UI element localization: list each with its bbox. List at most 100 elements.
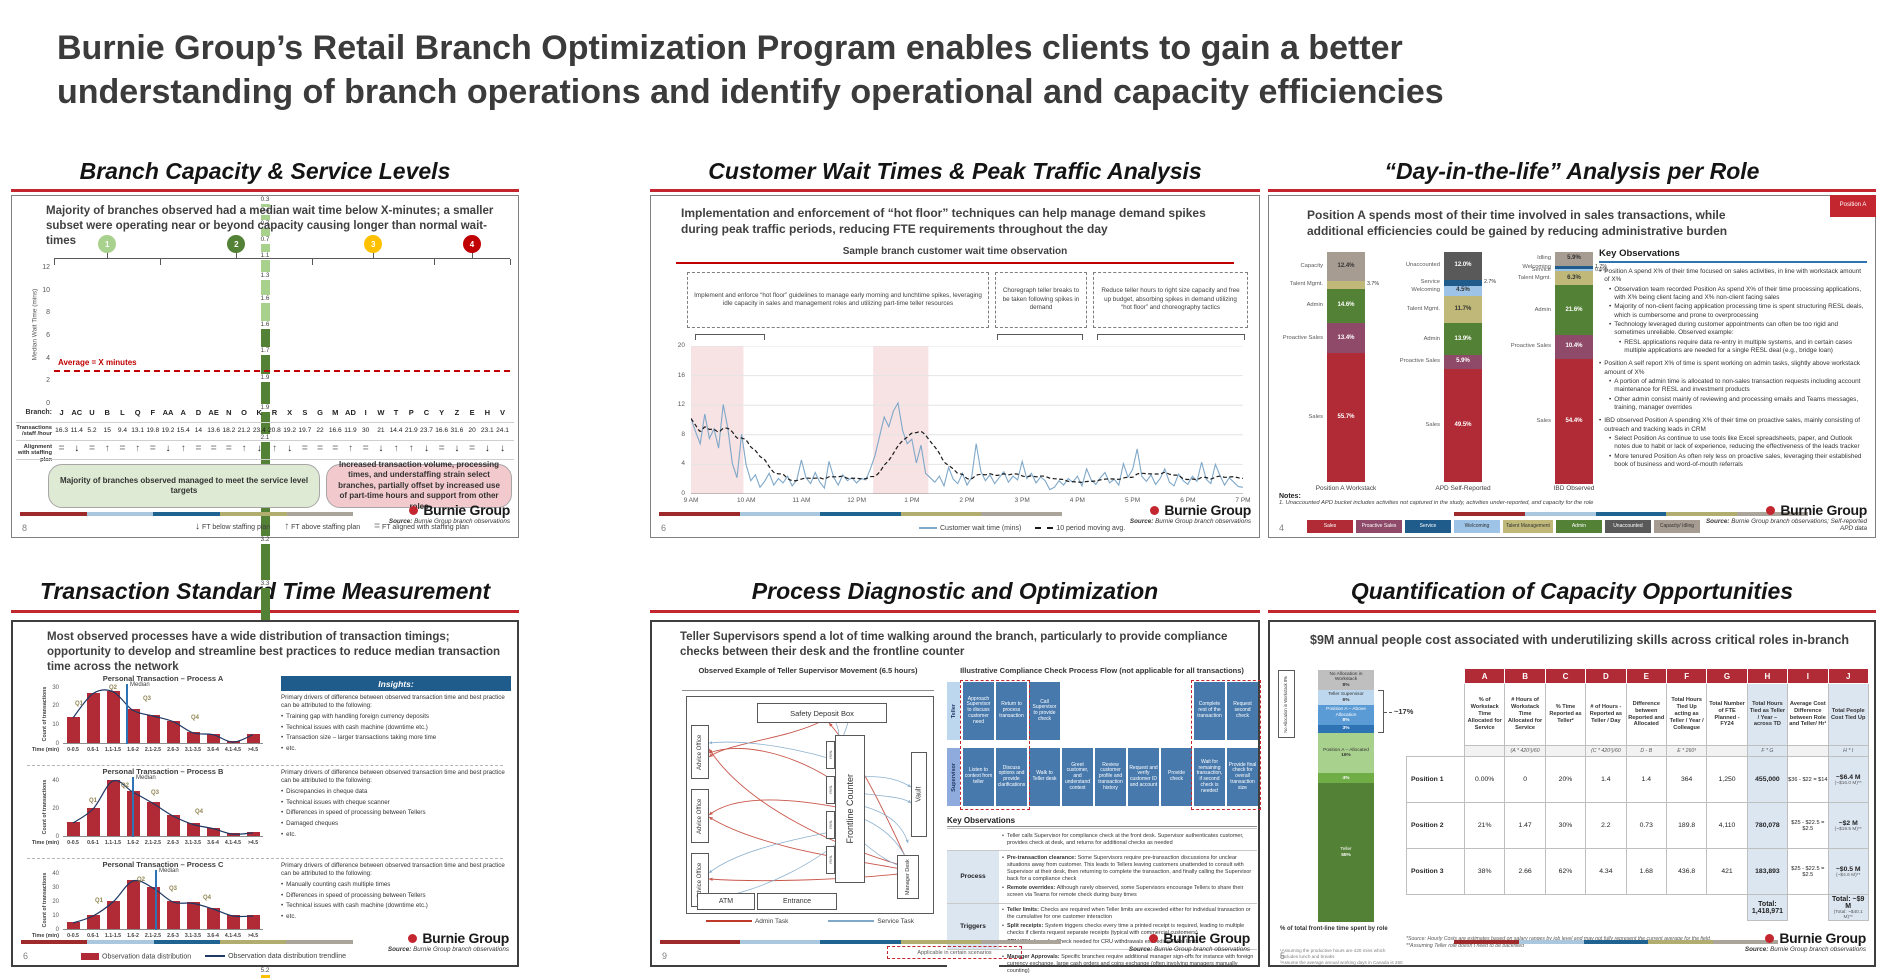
alignment-icon-down: ↓ (165, 443, 171, 454)
bar (106, 780, 120, 836)
txn-value: 19.7 (298, 427, 312, 434)
logo-dot-icon (1765, 934, 1775, 943)
segment-value: 12.4% (1337, 262, 1355, 269)
txn-value: 19.2 (161, 427, 175, 434)
bar-column: 3.2 (12, 536, 518, 580)
branch-label: D (195, 408, 202, 417)
x-axis-label: 9 AM (683, 497, 699, 504)
y-tick: 12 (677, 401, 685, 409)
txn-value: 11.4 (70, 427, 83, 434)
applicable-scenarios-tag: Applicable in certain scenarios (887, 946, 1022, 959)
x-label: 2.1-2.5 (144, 840, 162, 846)
segment-label: Sales (1308, 413, 1323, 420)
bar (146, 802, 160, 836)
x-label: 3.6-4 (207, 840, 219, 846)
bar-value-label: 1.9 (260, 374, 270, 382)
logo-dot-icon (1766, 506, 1776, 515)
bar-segment: Teller 55% (1318, 783, 1374, 922)
legend-chip: Capacity/ Idling (1653, 520, 1700, 533)
insight-bullet: • Differences in speed of processing betw… (281, 809, 513, 817)
key-observations-table: • Teller calls Supervisor for compliance … (947, 828, 1257, 978)
total-cost-cell: ~$0.5 M (~$4.6 M)** (1827, 848, 1869, 895)
branch-label: R (271, 408, 278, 417)
segment-label: Sales (1425, 422, 1440, 429)
transactions-row: 16.3 11.4 5.2 15 9.4 13.1 19.8 19.2 15.4 14 13.6 18… (54, 427, 510, 434)
group-stem (372, 252, 374, 258)
column-letter: E (1625, 668, 1667, 684)
txn-value: 20.8 (268, 427, 281, 434)
observation-bullet-l2: • A portion of admin time is allocated to… (1609, 378, 1867, 395)
observation-bullet-l2: • Technology leveraged during customer ap… (1609, 321, 1867, 338)
branch-label: A (180, 408, 186, 417)
align-row-label: Alignment with staffing plan (17, 444, 52, 463)
observation-bullet-l1: • IBD observed Position A spending X% of … (1599, 417, 1867, 434)
legend-wait-time: Customer wait time (mins) (919, 525, 1021, 532)
segment-value: 13.4% (1337, 334, 1355, 341)
branch-label: AE (208, 408, 219, 417)
y-tick: 20 (52, 898, 59, 905)
data-cell: 20% (1544, 756, 1587, 803)
source-text: Burnie Group branch observations (1154, 946, 1250, 953)
stack-segment (1327, 353, 1365, 482)
bar (260, 441, 270, 466)
bar-column (63, 922, 83, 929)
quartile-label: Q2 (121, 782, 130, 789)
quartile-label: Q1 (89, 798, 98, 805)
room-frontline-counter: Frontline Counter (835, 735, 865, 883)
bullet-dot: • (1619, 338, 1622, 346)
bar (186, 823, 200, 836)
alignment-icon-up: ↑ (180, 443, 186, 454)
total-cost-cell: ~$6.4 M (~$16.0 M)** (1827, 756, 1869, 803)
quartile-label: Q3 (151, 790, 160, 797)
bracket-line (1378, 690, 1384, 733)
x-axis-label: 4 PM (1069, 497, 1085, 504)
obs-row-content: • Manager Approvals: Specific branches re… (999, 950, 1257, 978)
bullet-dot: • (281, 744, 284, 752)
formula-cell: E * 260³ (1665, 745, 1708, 757)
bullet-dot: • (1609, 303, 1612, 311)
observation-bullet-l2: • Majority of non-client facing applicati… (1609, 303, 1867, 320)
bracket-label: ~17% (1394, 706, 1414, 716)
bar-column (183, 731, 203, 743)
floorplan-title-rule (682, 690, 934, 691)
obs-bullet: • Manager Approvals: Specific branches re… (1002, 954, 1254, 975)
segment-value: 12.0% (1454, 262, 1472, 269)
x-label: 1.1-1.5 (104, 747, 122, 753)
column-letter: G (1706, 668, 1748, 684)
txn-value: 16.6 (328, 427, 342, 434)
observation-bullet-l2: • Other admin consist mainly of reviewing… (1609, 396, 1867, 413)
alignment-icon-eq: = (119, 443, 126, 454)
bar (260, 215, 270, 220)
corner-cell (1407, 684, 1465, 746)
y-tick: 20 (677, 342, 685, 349)
bar (126, 880, 140, 929)
slide-branch-capacity: Majority of branches observed had a medi… (11, 195, 519, 978)
insight-intro: Primary drivers of difference between ob… (281, 769, 505, 785)
obs-bullet: • Split receipts: System triggers checks … (1002, 923, 1254, 937)
bullet-dot: • (281, 880, 284, 888)
stack-segment (1444, 368, 1482, 483)
stack-segment (1444, 355, 1482, 369)
x-label: 3.1-3.5 (184, 840, 202, 846)
bullet-dot: • (281, 891, 284, 899)
flow-group-right (1191, 680, 1261, 810)
x-axis-label: 6 PM (1180, 497, 1196, 504)
bullet-text: Pre-transaction clearance: Some Supervis… (1006, 854, 1252, 883)
txn-value: 18.2 (222, 427, 236, 434)
bar-value-label: 1.6 (260, 321, 270, 329)
branch-label: U (89, 408, 95, 417)
column-letter: C (1544, 668, 1587, 684)
wait-time-line-chart (690, 345, 1244, 495)
column-letter: B (1504, 668, 1546, 684)
txn-value: 16.6 (435, 427, 449, 434)
bar (260, 543, 270, 580)
slide-transaction-time: Most observed processes have a wide dist… (11, 620, 519, 967)
bullet-text: Transaction size – larger transactions t… (286, 734, 437, 742)
callout-reduce-hours: Reduce teller hours to right size capaci… (1093, 272, 1248, 328)
insight-bullet: • Differences in speed of processing betw… (281, 892, 513, 900)
obs-row: • Teller calls Supervisor for compliance … (947, 828, 1257, 851)
formula-cell (1463, 745, 1506, 757)
txn-value: 30 (361, 427, 370, 434)
bar-column: 0.7 (12, 236, 518, 252)
legend-ft-below: ↓ FT below staffing plan (195, 521, 271, 532)
